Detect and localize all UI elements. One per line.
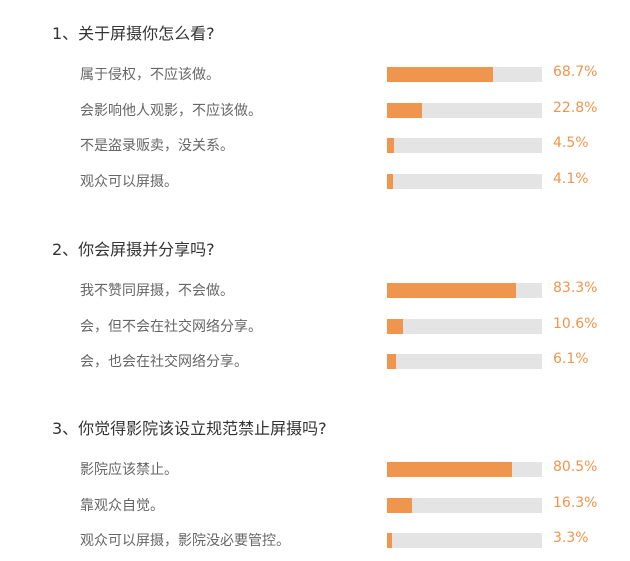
option-label: 会，也会在社交网络分享。 [80, 354, 248, 370]
option-label: 观众可以屏摄。 [80, 173, 178, 190]
bar-track [387, 318, 542, 334]
question-title: 3、你觉得影院该设立规范禁止屏摄吗? [52, 419, 327, 438]
percent-label: 80.5% [553, 459, 598, 475]
bar-track [387, 462, 542, 477]
question-title: 1、关于屏摄你怎么看? [52, 24, 215, 43]
bar-fill [387, 497, 413, 513]
bar-fill [387, 67, 494, 82]
bar-fill [387, 354, 397, 369]
option-label: 属于侵权，不应该做。 [80, 67, 220, 83]
bar-track [387, 283, 542, 298]
bar-track [387, 138, 542, 153]
percent-label: 83.3% [553, 280, 598, 296]
bar-track [387, 67, 542, 82]
bar-fill [387, 533, 393, 548]
percent-label: 10.6% [553, 315, 598, 332]
option-label: 不是盗录贩卖，没关系。 [80, 138, 234, 154]
option-label: 会影响他人观影，不应该做。 [80, 102, 262, 119]
percent-label: 68.7% [553, 64, 598, 80]
bar-track [387, 102, 542, 118]
percent-label: 4.5% [553, 135, 589, 151]
percent-label: 22.8% [553, 99, 598, 116]
bar-track [387, 354, 542, 369]
option-label: 影院应该禁止。 [80, 462, 178, 478]
percent-label: 6.1% [553, 351, 589, 367]
bar-fill [387, 102, 423, 118]
option-label: 会，但不会在社交网络分享。 [80, 318, 262, 335]
bar-fill [387, 462, 512, 477]
percent-label: 3.3% [553, 530, 589, 546]
option-label: 观众可以屏摄，影院没必要管控。 [80, 533, 290, 549]
bar-fill [387, 138, 394, 153]
bar-track [387, 173, 542, 189]
bar-fill [387, 283, 517, 298]
percent-label: 16.3% [553, 494, 598, 511]
bar-track [387, 497, 542, 513]
option-label: 靠观众自觉。 [80, 497, 164, 514]
bar-fill [387, 173, 394, 189]
bar-track [387, 533, 542, 548]
bar-fill [387, 318, 404, 334]
percent-label: 4.1% [553, 170, 589, 187]
question-title: 2、你会屏摄并分享吗? [52, 240, 215, 259]
option-label: 我不赞同屏摄，不会做。 [80, 283, 234, 299]
